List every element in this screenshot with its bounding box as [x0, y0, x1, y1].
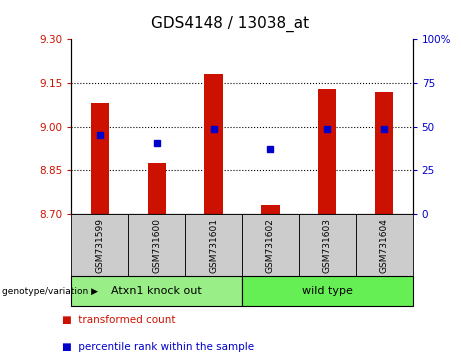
- Text: genotype/variation ▶: genotype/variation ▶: [2, 287, 98, 296]
- Text: Atxn1 knock out: Atxn1 knock out: [112, 286, 202, 296]
- Text: GSM731603: GSM731603: [323, 218, 332, 273]
- Text: ■  transformed count: ■ transformed count: [62, 315, 176, 325]
- Bar: [261, 205, 279, 214]
- Bar: [375, 92, 393, 214]
- Text: GSM731601: GSM731601: [209, 218, 218, 273]
- Bar: [318, 88, 337, 214]
- Bar: [205, 74, 223, 214]
- Text: GSM731599: GSM731599: [95, 218, 104, 273]
- Text: GSM731600: GSM731600: [152, 218, 161, 273]
- Text: ■  percentile rank within the sample: ■ percentile rank within the sample: [62, 342, 254, 352]
- Text: GSM731602: GSM731602: [266, 218, 275, 273]
- Text: GDS4148 / 13038_at: GDS4148 / 13038_at: [151, 16, 310, 32]
- Bar: [91, 103, 109, 214]
- Bar: [148, 163, 166, 214]
- Text: GSM731604: GSM731604: [380, 218, 389, 273]
- Text: wild type: wild type: [302, 286, 353, 296]
